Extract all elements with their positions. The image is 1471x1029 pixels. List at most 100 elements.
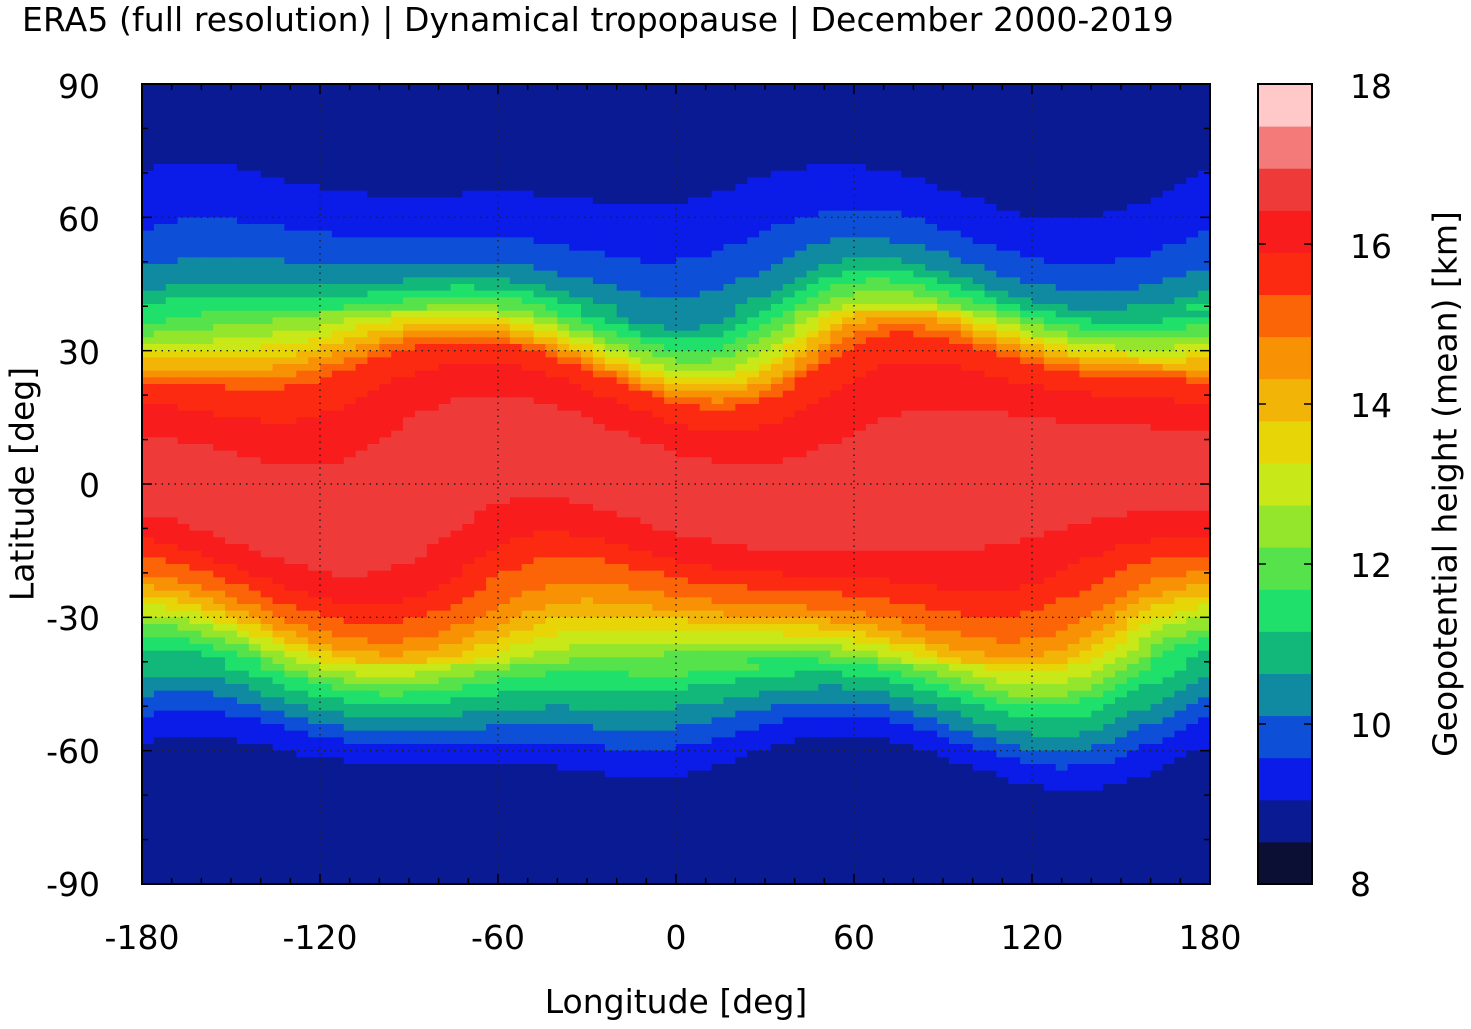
heatmap-cell <box>1138 277 1152 285</box>
heatmap-cell <box>355 144 369 152</box>
heatmap-cell <box>1174 204 1187 212</box>
heatmap-cell <box>462 424 475 432</box>
heatmap-cell <box>403 344 416 352</box>
heatmap-cell <box>486 270 499 278</box>
heatmap-cell <box>1174 190 1187 198</box>
heatmap-cell <box>165 377 179 385</box>
heatmap-cell <box>1126 437 1140 445</box>
heatmap-cell <box>248 257 262 265</box>
heatmap-cell <box>782 350 796 358</box>
heatmap-cell <box>652 344 665 352</box>
heatmap-cell <box>1079 84 1092 92</box>
heatmap-cell <box>438 430 452 438</box>
heatmap-cell <box>308 264 321 272</box>
heatmap-cell <box>320 304 333 312</box>
heatmap-cell <box>1174 330 1187 338</box>
heatmap-cell <box>367 310 380 318</box>
heatmap-cell <box>723 84 736 92</box>
heatmap-cell <box>142 357 155 365</box>
heatmap-cell <box>1138 97 1152 105</box>
heatmap-cell <box>1174 164 1187 172</box>
heatmap-cell <box>854 197 867 205</box>
heatmap-cell <box>426 390 440 398</box>
heatmap-cell <box>1055 324 1069 332</box>
heatmap-cell <box>142 197 155 205</box>
heatmap-cell <box>177 377 191 385</box>
heatmap-cell <box>521 117 535 125</box>
heatmap-cell <box>1055 337 1069 345</box>
heatmap-cell <box>426 190 440 198</box>
heatmap-cell <box>1079 377 1092 385</box>
heatmap-cell <box>225 397 238 405</box>
heatmap-cell <box>806 250 819 258</box>
heatmap-cell <box>367 217 380 225</box>
heatmap-cell <box>284 337 297 345</box>
heatmap-cell <box>1126 184 1140 192</box>
heatmap-cell <box>474 144 487 152</box>
heatmap-cell <box>379 310 392 318</box>
heatmap-cell <box>984 424 997 432</box>
heatmap-cell <box>1126 230 1140 238</box>
heatmap-cell <box>391 284 404 292</box>
heatmap-cell <box>177 370 191 378</box>
heatmap-cell <box>877 390 891 398</box>
heatmap-cell <box>177 397 191 405</box>
heatmap-cell <box>581 104 594 112</box>
heatmap-cell <box>699 104 713 112</box>
heatmap-cell <box>236 357 250 365</box>
heatmap-cell <box>1032 150 1045 158</box>
heatmap-cell <box>842 184 855 192</box>
heatmap-cell <box>996 110 1009 118</box>
heatmap-cell <box>296 257 309 265</box>
heatmap-cell <box>1055 430 1069 438</box>
heatmap-cell <box>1115 110 1128 118</box>
heatmap-cell <box>1032 170 1045 178</box>
heatmap-cell <box>474 284 487 292</box>
heatmap-cell <box>581 177 594 185</box>
heatmap-cell <box>616 310 630 318</box>
heatmap-cell <box>1115 177 1128 185</box>
heatmap-cell <box>1055 364 1069 372</box>
heatmap-cell <box>142 350 155 358</box>
heatmap-cell <box>438 230 452 238</box>
heatmap-cell <box>533 250 547 258</box>
heatmap-cell <box>367 210 380 218</box>
heatmap-cell <box>818 344 831 352</box>
heatmap-cell <box>225 404 238 412</box>
heatmap-cell <box>521 190 535 198</box>
heatmap-cell <box>1174 237 1187 245</box>
heatmap-cell <box>1043 390 1057 398</box>
heatmap-cell <box>830 244 843 252</box>
heatmap-cell <box>687 450 701 458</box>
heatmap-cell <box>628 444 641 452</box>
heatmap-cell <box>960 337 974 345</box>
heatmap-cell <box>913 437 926 445</box>
heatmap-cell <box>379 357 392 365</box>
heatmap-cell <box>925 350 938 358</box>
heatmap-cell <box>533 424 547 432</box>
heatmap-cell <box>628 364 641 372</box>
heatmap-cell <box>1043 410 1057 418</box>
heatmap-cell <box>984 257 997 265</box>
heatmap-cell <box>1043 330 1057 338</box>
heatmap-cell <box>320 257 333 265</box>
heatmap-cell <box>996 337 1009 345</box>
heatmap-cell <box>1032 137 1045 145</box>
heatmap-cell <box>616 170 630 178</box>
heatmap-cell <box>1198 224 1211 232</box>
heatmap-cell <box>1008 430 1021 438</box>
heatmap-cell <box>569 284 582 292</box>
heatmap-cell <box>557 357 570 365</box>
heatmap-cell <box>1138 330 1152 338</box>
heatmap-cell <box>782 424 796 432</box>
heatmap-cell <box>616 324 630 332</box>
heatmap-cell <box>153 444 167 452</box>
heatmap-cell <box>1198 390 1211 398</box>
heatmap-cell <box>450 164 463 172</box>
heatmap-cell <box>331 350 345 358</box>
heatmap-cell <box>735 124 748 132</box>
heatmap-cell <box>498 370 511 378</box>
heatmap-cell <box>438 284 452 292</box>
heatmap-cell <box>770 137 784 145</box>
heatmap-cell <box>889 104 903 112</box>
